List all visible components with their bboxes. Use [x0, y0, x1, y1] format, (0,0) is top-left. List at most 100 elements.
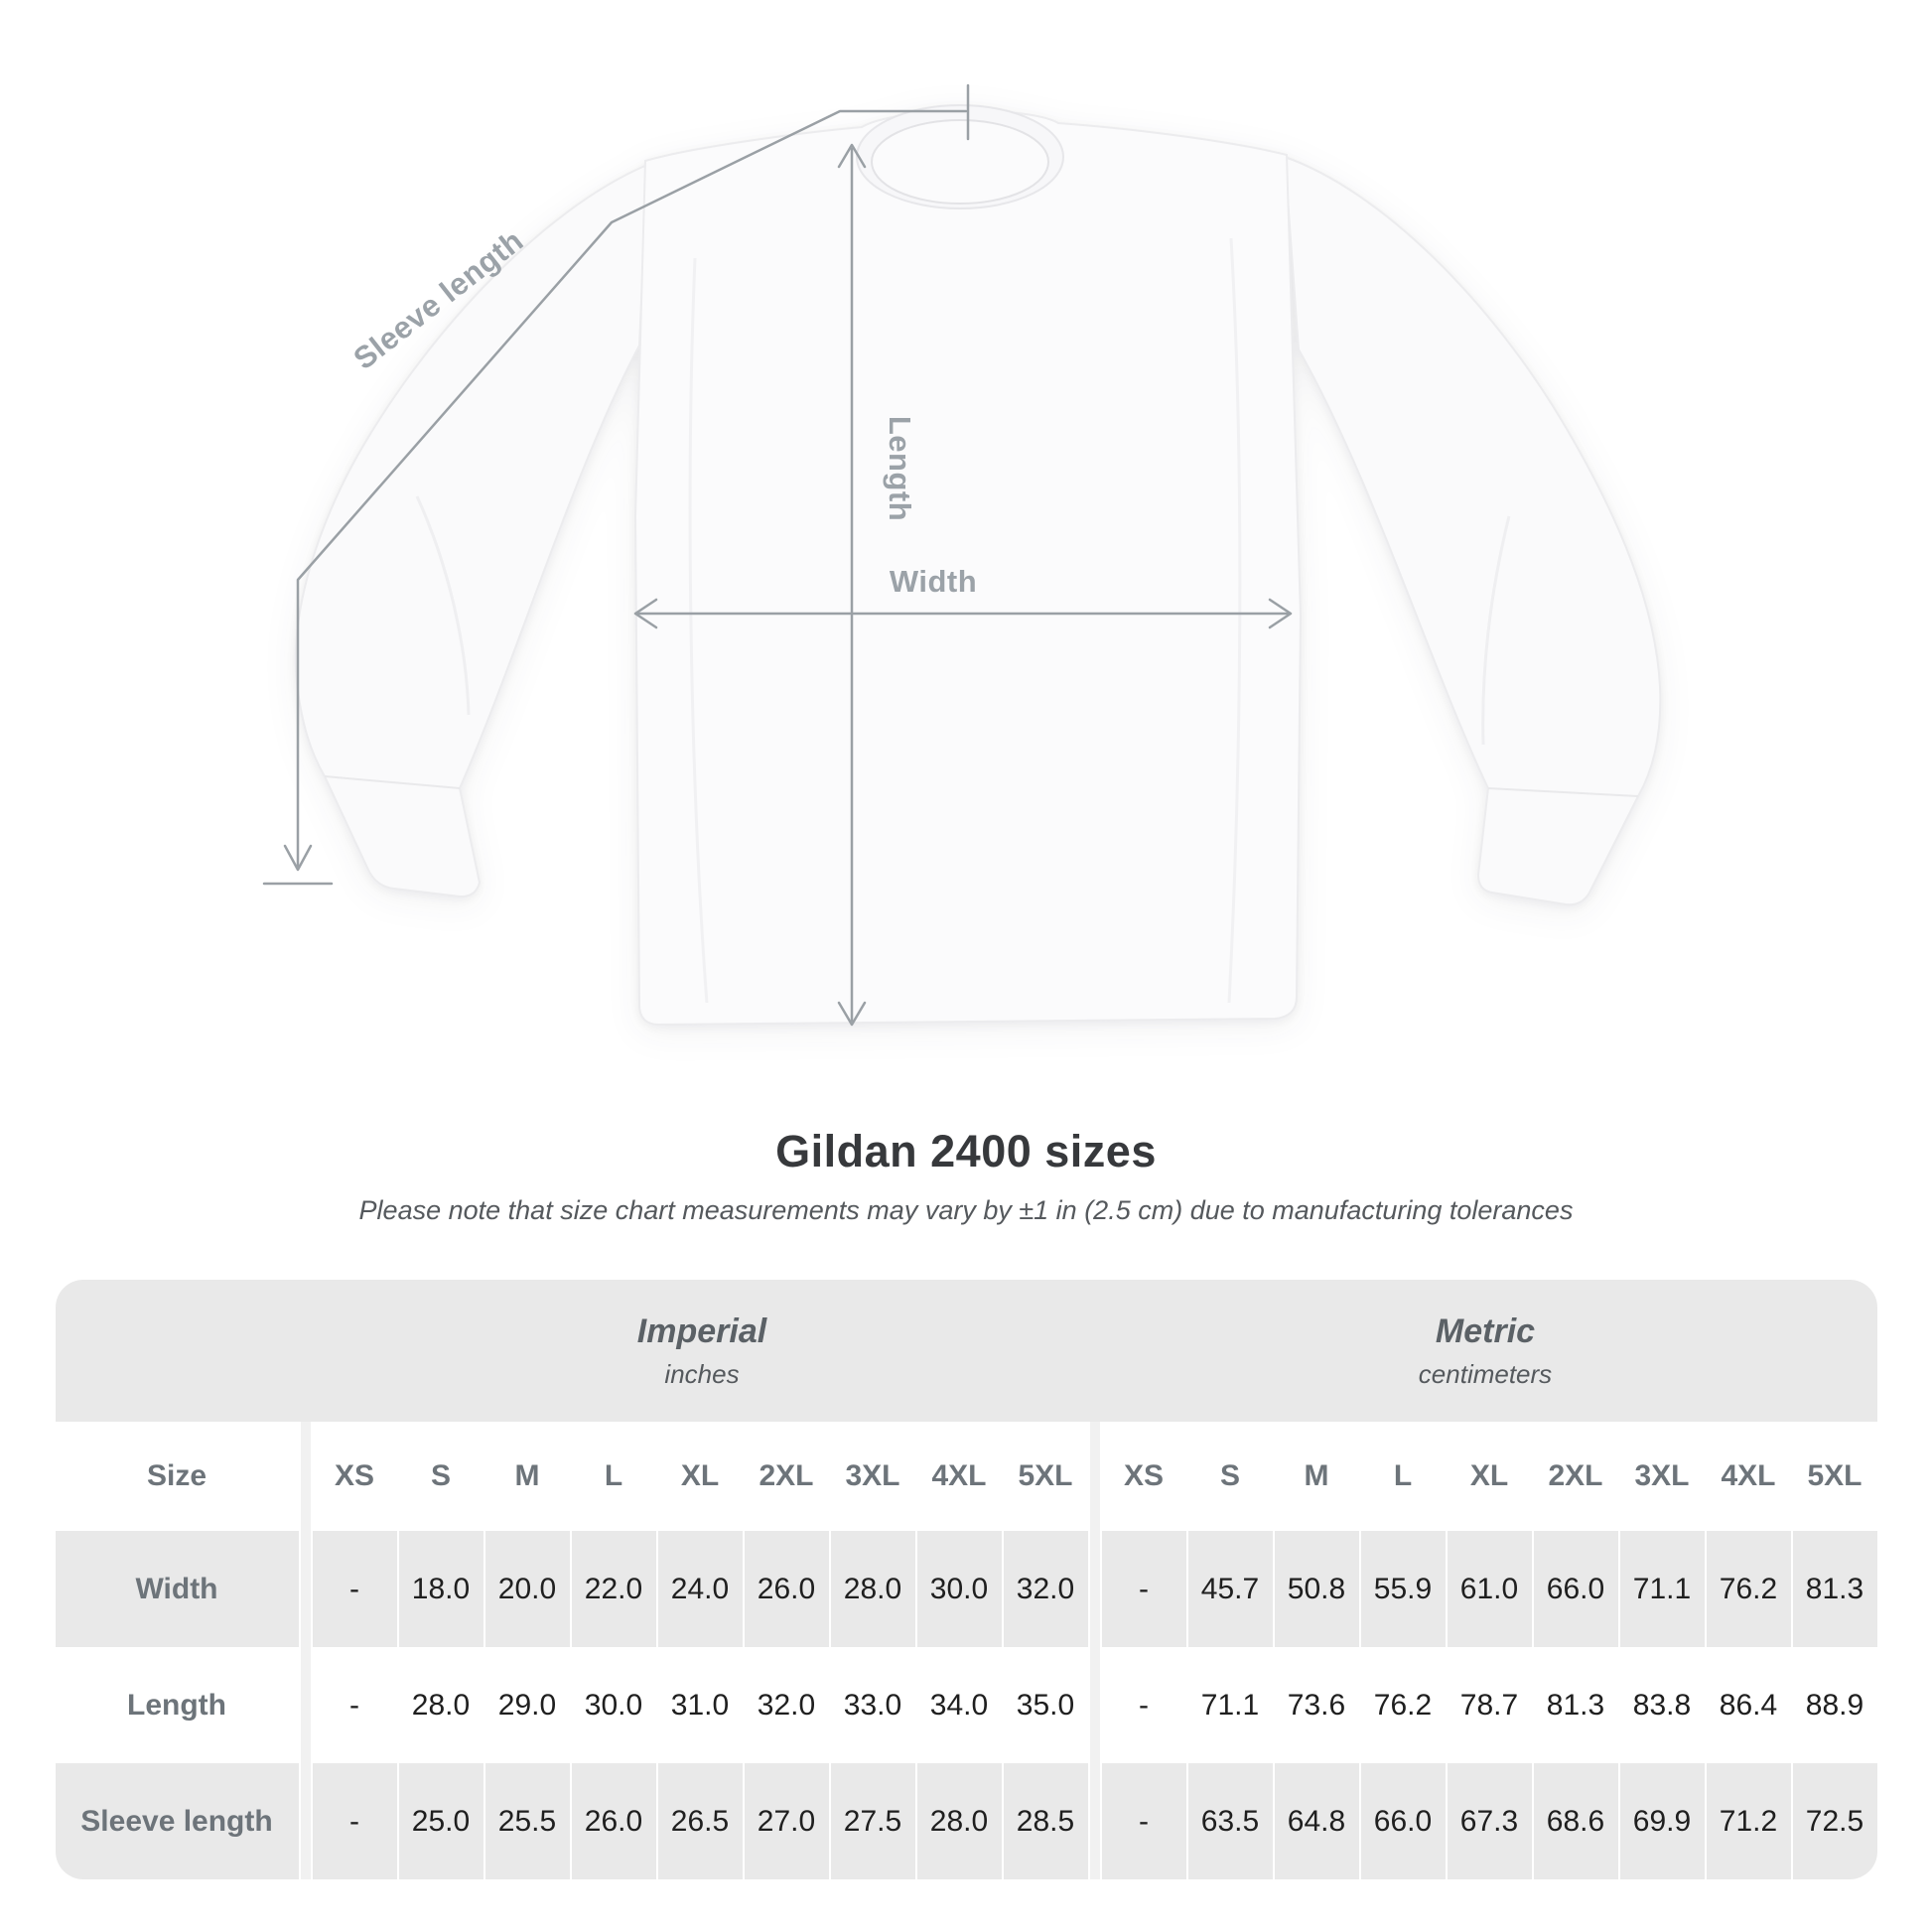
table-cell: -	[1101, 1647, 1186, 1763]
row-label-length: Length	[55, 1647, 299, 1763]
table-cell: 26.0	[744, 1531, 829, 1647]
col-header-imperial-3xl: 3XL	[830, 1422, 915, 1531]
unit-divider	[1089, 1422, 1100, 1531]
table-cell: 81.3	[1533, 1647, 1618, 1763]
table-cell: 83.8	[1619, 1647, 1705, 1763]
table-cell: 34.0	[916, 1647, 1002, 1763]
size-column-header: Size	[55, 1422, 299, 1531]
column-divider	[300, 1531, 311, 1647]
table-cell: 81.3	[1792, 1531, 1877, 1647]
table-cell: 26.0	[571, 1763, 656, 1879]
table-cell: -	[1101, 1763, 1186, 1879]
column-divider	[300, 1763, 311, 1879]
table-cell: 20.0	[484, 1531, 570, 1647]
table-cell: 25.5	[484, 1763, 570, 1879]
unit-divider	[1089, 1763, 1100, 1879]
unit-divider	[1089, 1531, 1100, 1647]
table-cell: 69.9	[1619, 1763, 1705, 1879]
table-cell: 27.5	[830, 1763, 915, 1879]
imperial-group-header: Imperial inches	[311, 1312, 1094, 1390]
tolerance-note: Please note that size chart measurements…	[358, 1195, 1574, 1225]
width-arrow-right	[1268, 598, 1293, 629]
table-cell: 28.0	[916, 1763, 1002, 1879]
col-header-imperial-xl: XL	[657, 1422, 743, 1531]
length-arrow-top	[837, 143, 867, 169]
row-label-width: Width	[55, 1531, 299, 1647]
width-arrow-left	[633, 598, 658, 629]
table-cell: 78.7	[1447, 1647, 1532, 1763]
table-cell: 68.6	[1533, 1763, 1618, 1879]
row-label-sleeve-length: Sleeve length	[55, 1763, 299, 1879]
table-cell: 25.0	[398, 1763, 483, 1879]
table-cell: 32.0	[744, 1647, 829, 1763]
table-cell: 71.1	[1187, 1647, 1273, 1763]
table-cell: 30.0	[916, 1531, 1002, 1647]
table-cell: 55.9	[1360, 1531, 1446, 1647]
imperial-label: Imperial	[636, 1311, 767, 1350]
col-header-imperial-5xl: 5XL	[1003, 1422, 1088, 1531]
table-cell: 30.0	[571, 1647, 656, 1763]
table-cell: -	[312, 1531, 397, 1647]
col-header-metric-2xl: 2XL	[1533, 1422, 1618, 1531]
length-arrow-bottom	[837, 1001, 867, 1027]
table-cell: 71.1	[1619, 1531, 1705, 1647]
table-cell: 76.2	[1360, 1647, 1446, 1763]
col-header-metric-l: L	[1360, 1422, 1446, 1531]
sleeve-length-line	[296, 109, 968, 868]
table-cell: 28.5	[1003, 1763, 1088, 1879]
col-header-metric-5xl: 5XL	[1792, 1422, 1877, 1531]
col-header-imperial-2xl: 2XL	[744, 1422, 829, 1531]
table-cell: 28.0	[398, 1647, 483, 1763]
col-header-metric-xl: XL	[1447, 1422, 1532, 1531]
table-cell: 88.9	[1792, 1647, 1877, 1763]
long-sleeve-shirt-illustration	[294, 104, 1662, 1027]
sleeve-length-arrowhead	[283, 844, 313, 872]
col-header-metric-3xl: 3XL	[1619, 1422, 1705, 1531]
table-cell: 33.0	[830, 1647, 915, 1763]
table-cell: 26.5	[657, 1763, 743, 1879]
table-cell: 86.4	[1706, 1647, 1791, 1763]
table-cell: 29.0	[484, 1647, 570, 1763]
metric-group-header: Metric centimeters	[1094, 1312, 1877, 1390]
col-header-imperial-s: S	[398, 1422, 483, 1531]
col-header-metric-4xl: 4XL	[1706, 1422, 1791, 1531]
table-cell: 73.6	[1274, 1647, 1359, 1763]
table-cell: 28.0	[830, 1531, 915, 1647]
unit-divider	[1089, 1647, 1100, 1763]
table-cell: 76.2	[1706, 1531, 1791, 1647]
col-header-imperial-xs: XS	[312, 1422, 397, 1531]
col-header-metric-xs: XS	[1101, 1422, 1186, 1531]
table-cell: 67.3	[1447, 1763, 1532, 1879]
shirt-diagram-svg: Sleeve length Length Width	[262, 83, 1662, 1027]
table-cell: -	[312, 1647, 397, 1763]
col-header-metric-s: S	[1187, 1422, 1273, 1531]
shirt-measurement-diagram: Sleeve length Length Width	[262, 83, 1662, 1027]
unit-band: Imperial inches Metric centimeters	[55, 1280, 1877, 1422]
table-cell: 45.7	[1187, 1531, 1273, 1647]
size-table: Imperial inches Metric centimeters Size …	[55, 1280, 1877, 1879]
table-cell: 64.8	[1274, 1763, 1359, 1879]
column-divider	[300, 1422, 311, 1531]
col-header-metric-m: M	[1274, 1422, 1359, 1531]
metric-label: Metric	[1435, 1311, 1536, 1350]
length-label: Length	[883, 416, 917, 521]
table-cell: 32.0	[1003, 1531, 1088, 1647]
column-divider	[300, 1647, 311, 1763]
col-header-imperial-m: M	[484, 1422, 570, 1531]
table-cell: 61.0	[1447, 1531, 1532, 1647]
table-cell: 72.5	[1792, 1763, 1877, 1879]
width-label: Width	[890, 564, 977, 599]
col-header-imperial-l: L	[571, 1422, 656, 1531]
table-cell: 63.5	[1187, 1763, 1273, 1879]
col-header-imperial-4xl: 4XL	[916, 1422, 1002, 1531]
table-cell: 18.0	[398, 1531, 483, 1647]
table-cell: 27.0	[744, 1763, 829, 1879]
table-cell: 22.0	[571, 1531, 656, 1647]
imperial-sublabel: inches	[664, 1358, 740, 1389]
table-cell: 31.0	[657, 1647, 743, 1763]
table-cell: 24.0	[657, 1531, 743, 1647]
table-cell: -	[312, 1763, 397, 1879]
metric-sublabel: centimeters	[1418, 1358, 1553, 1389]
table-cell: 35.0	[1003, 1647, 1088, 1763]
page-title: Gildan 2400 sizes	[775, 1126, 1157, 1176]
